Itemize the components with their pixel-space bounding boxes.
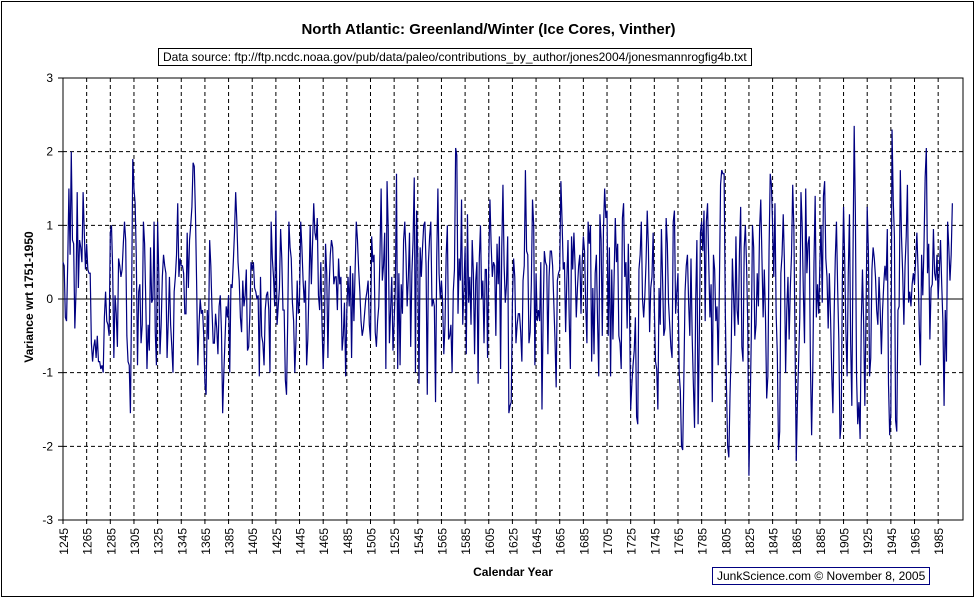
y-tick-label: 2 bbox=[46, 145, 53, 159]
x-tick-label: 1845 bbox=[767, 528, 781, 555]
x-tick-label: 1525 bbox=[388, 528, 402, 555]
x-tick-label: 1825 bbox=[743, 528, 757, 555]
x-tick-label: 1665 bbox=[554, 528, 568, 555]
tick-labels: 3 2 1 0 -1 -2 -3 1245 1265 1285 1305 1325 1345 1365 13… bbox=[42, 71, 946, 555]
y-axis-label: Variance wrt 1751-1950 bbox=[22, 231, 36, 363]
x-tick-label: 1985 bbox=[932, 528, 946, 555]
data-source-box: Data source: ftp://ftp.ncdc.noaa.gov/pub… bbox=[158, 48, 752, 66]
x-axis-label: Calendar Year bbox=[473, 565, 553, 579]
x-tick-label: 1925 bbox=[861, 528, 875, 555]
x-tick-label: 1605 bbox=[483, 528, 497, 555]
x-tick-label: 1765 bbox=[672, 528, 686, 555]
x-tick-label: 1585 bbox=[459, 528, 473, 555]
x-tick-label: 1725 bbox=[625, 528, 639, 555]
x-tick-label: 1285 bbox=[104, 528, 118, 555]
x-tick-label: 1945 bbox=[885, 528, 899, 555]
x-tick-label: 1325 bbox=[152, 528, 166, 555]
x-tick-label: 1405 bbox=[246, 528, 260, 555]
x-tick-label: 1485 bbox=[341, 528, 355, 555]
y-tick-label: 1 bbox=[46, 218, 53, 232]
x-tick-label: 1445 bbox=[294, 528, 308, 555]
y-tick-label: 3 bbox=[46, 71, 53, 85]
series-line bbox=[62, 125, 953, 476]
x-tick-label: 1565 bbox=[435, 528, 449, 555]
x-tick-label: 1425 bbox=[270, 528, 284, 555]
y-tick-label: -3 bbox=[42, 513, 53, 527]
x-tick-label: 1365 bbox=[199, 528, 213, 555]
x-tick-label: 1305 bbox=[128, 528, 142, 555]
x-tick-label: 1905 bbox=[838, 528, 852, 555]
x-tick-label: 1245 bbox=[57, 528, 71, 555]
x-tick-label: 1705 bbox=[601, 528, 615, 555]
credit-box: JunkScience.com © November 8, 2005 bbox=[712, 567, 931, 585]
x-tick-label: 1885 bbox=[814, 528, 828, 555]
x-tick-label: 1645 bbox=[530, 528, 544, 555]
x-tick-label: 1465 bbox=[317, 528, 331, 555]
y-tick-label: 0 bbox=[46, 292, 53, 306]
x-tick-label: 1785 bbox=[696, 528, 710, 555]
x-tick-label: 1685 bbox=[577, 528, 591, 555]
x-tick-label: 1965 bbox=[909, 528, 923, 555]
x-tick-label: 1805 bbox=[719, 528, 733, 555]
y-tick-label: -1 bbox=[42, 366, 53, 380]
data-series bbox=[62, 125, 953, 476]
chart-title: North Atlantic: Greenland/Winter (Ice Co… bbox=[301, 21, 676, 38]
x-tick-label: 1545 bbox=[412, 528, 426, 555]
x-tick-label: 1505 bbox=[364, 528, 378, 555]
x-tick-label: 1265 bbox=[81, 528, 95, 555]
x-tick-label: 1745 bbox=[648, 528, 662, 555]
x-tick-label: 1385 bbox=[223, 528, 237, 555]
x-tick-label: 1625 bbox=[506, 528, 520, 555]
x-tick-label: 1865 bbox=[790, 528, 804, 555]
x-tick-label: 1345 bbox=[175, 528, 189, 555]
y-tick-label: -2 bbox=[42, 439, 53, 453]
